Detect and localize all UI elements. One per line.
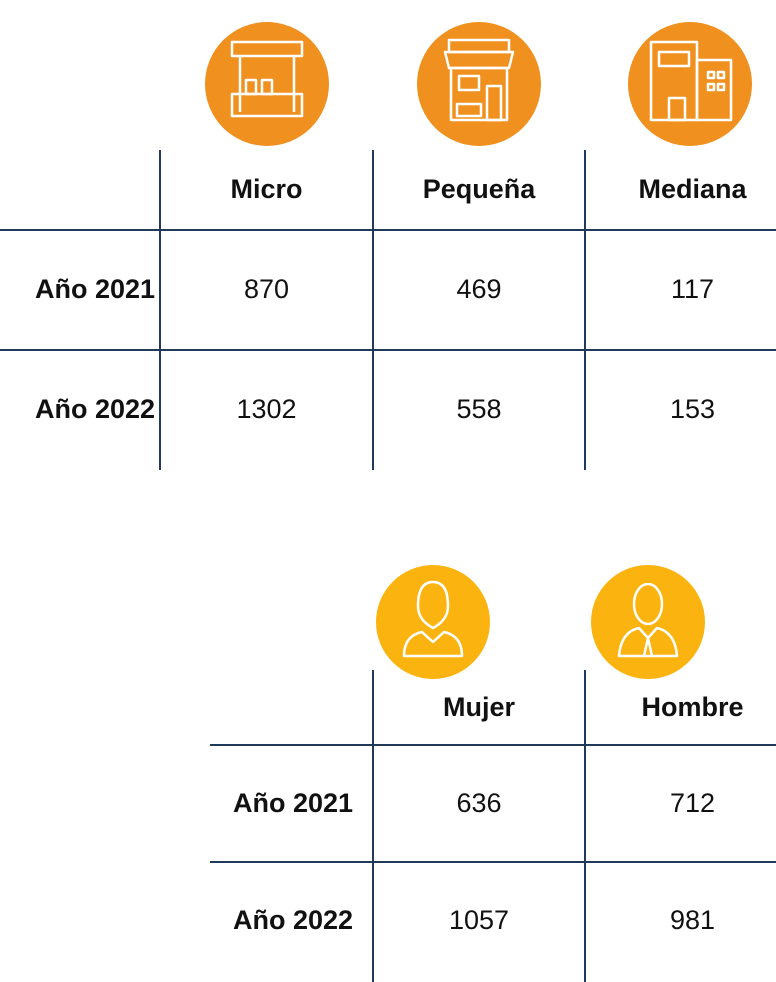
icon-mediana: [628, 22, 752, 146]
table-1-lines: [0, 150, 776, 470]
value-cell: 712: [669, 787, 716, 818]
column-header: Mediana: [638, 174, 747, 205]
value-cell: 558: [456, 394, 502, 425]
value-cell: 870: [243, 274, 290, 305]
row-label: Año 2022: [34, 394, 156, 425]
icon-pequena: [417, 22, 541, 146]
value-cell: 1057: [448, 905, 510, 936]
value-cell: 1302: [236, 394, 297, 425]
icon-micro: [205, 22, 329, 146]
row-label: Año 2022: [232, 905, 354, 936]
column-header: Pequeña: [422, 174, 536, 205]
icon-mujer: [376, 565, 490, 679]
column-header: Hombre: [641, 691, 744, 722]
value-cell: 469: [456, 274, 502, 305]
row-label: Año 2021: [232, 787, 354, 818]
value-cell: 981: [669, 905, 716, 936]
column-header: Mujer: [442, 691, 515, 722]
icon-hombre: [591, 565, 705, 679]
row-label: Año 2021: [34, 274, 156, 305]
column-header: Micro: [230, 174, 303, 205]
value-cell: 117: [670, 274, 715, 305]
value-cell: 153: [669, 394, 716, 425]
value-cell: 636: [456, 787, 502, 818]
table-2-lines: [210, 670, 776, 982]
